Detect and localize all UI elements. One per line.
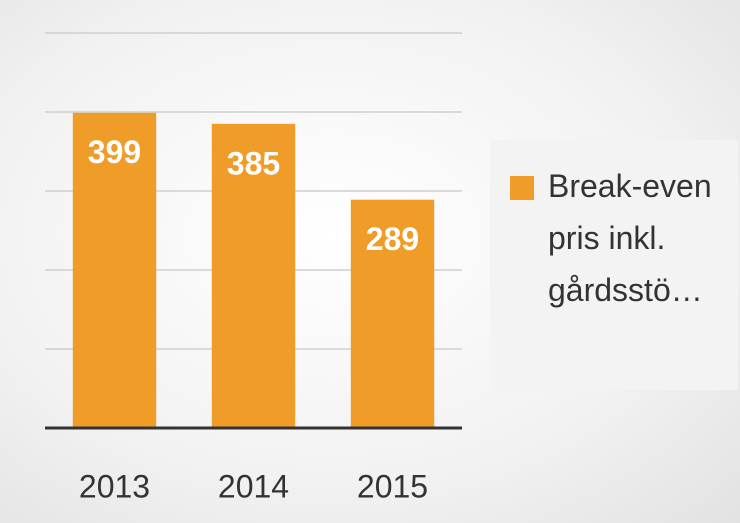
x-tick-label: 2014 xyxy=(218,468,289,504)
legend-swatch xyxy=(510,176,534,200)
bar xyxy=(350,199,435,428)
data-label: 399 xyxy=(88,134,141,170)
bar xyxy=(72,112,157,428)
bar xyxy=(211,123,296,428)
legend-label: Break-even pris inkl. gårdsstö… xyxy=(548,168,712,308)
legend: Break-even pris inkl. gårdsstö… xyxy=(490,140,738,390)
x-tick-label: 2013 xyxy=(79,468,150,504)
x-tick-label: 2015 xyxy=(357,468,428,504)
data-label: 385 xyxy=(227,145,280,181)
data-label: 289 xyxy=(366,221,419,257)
